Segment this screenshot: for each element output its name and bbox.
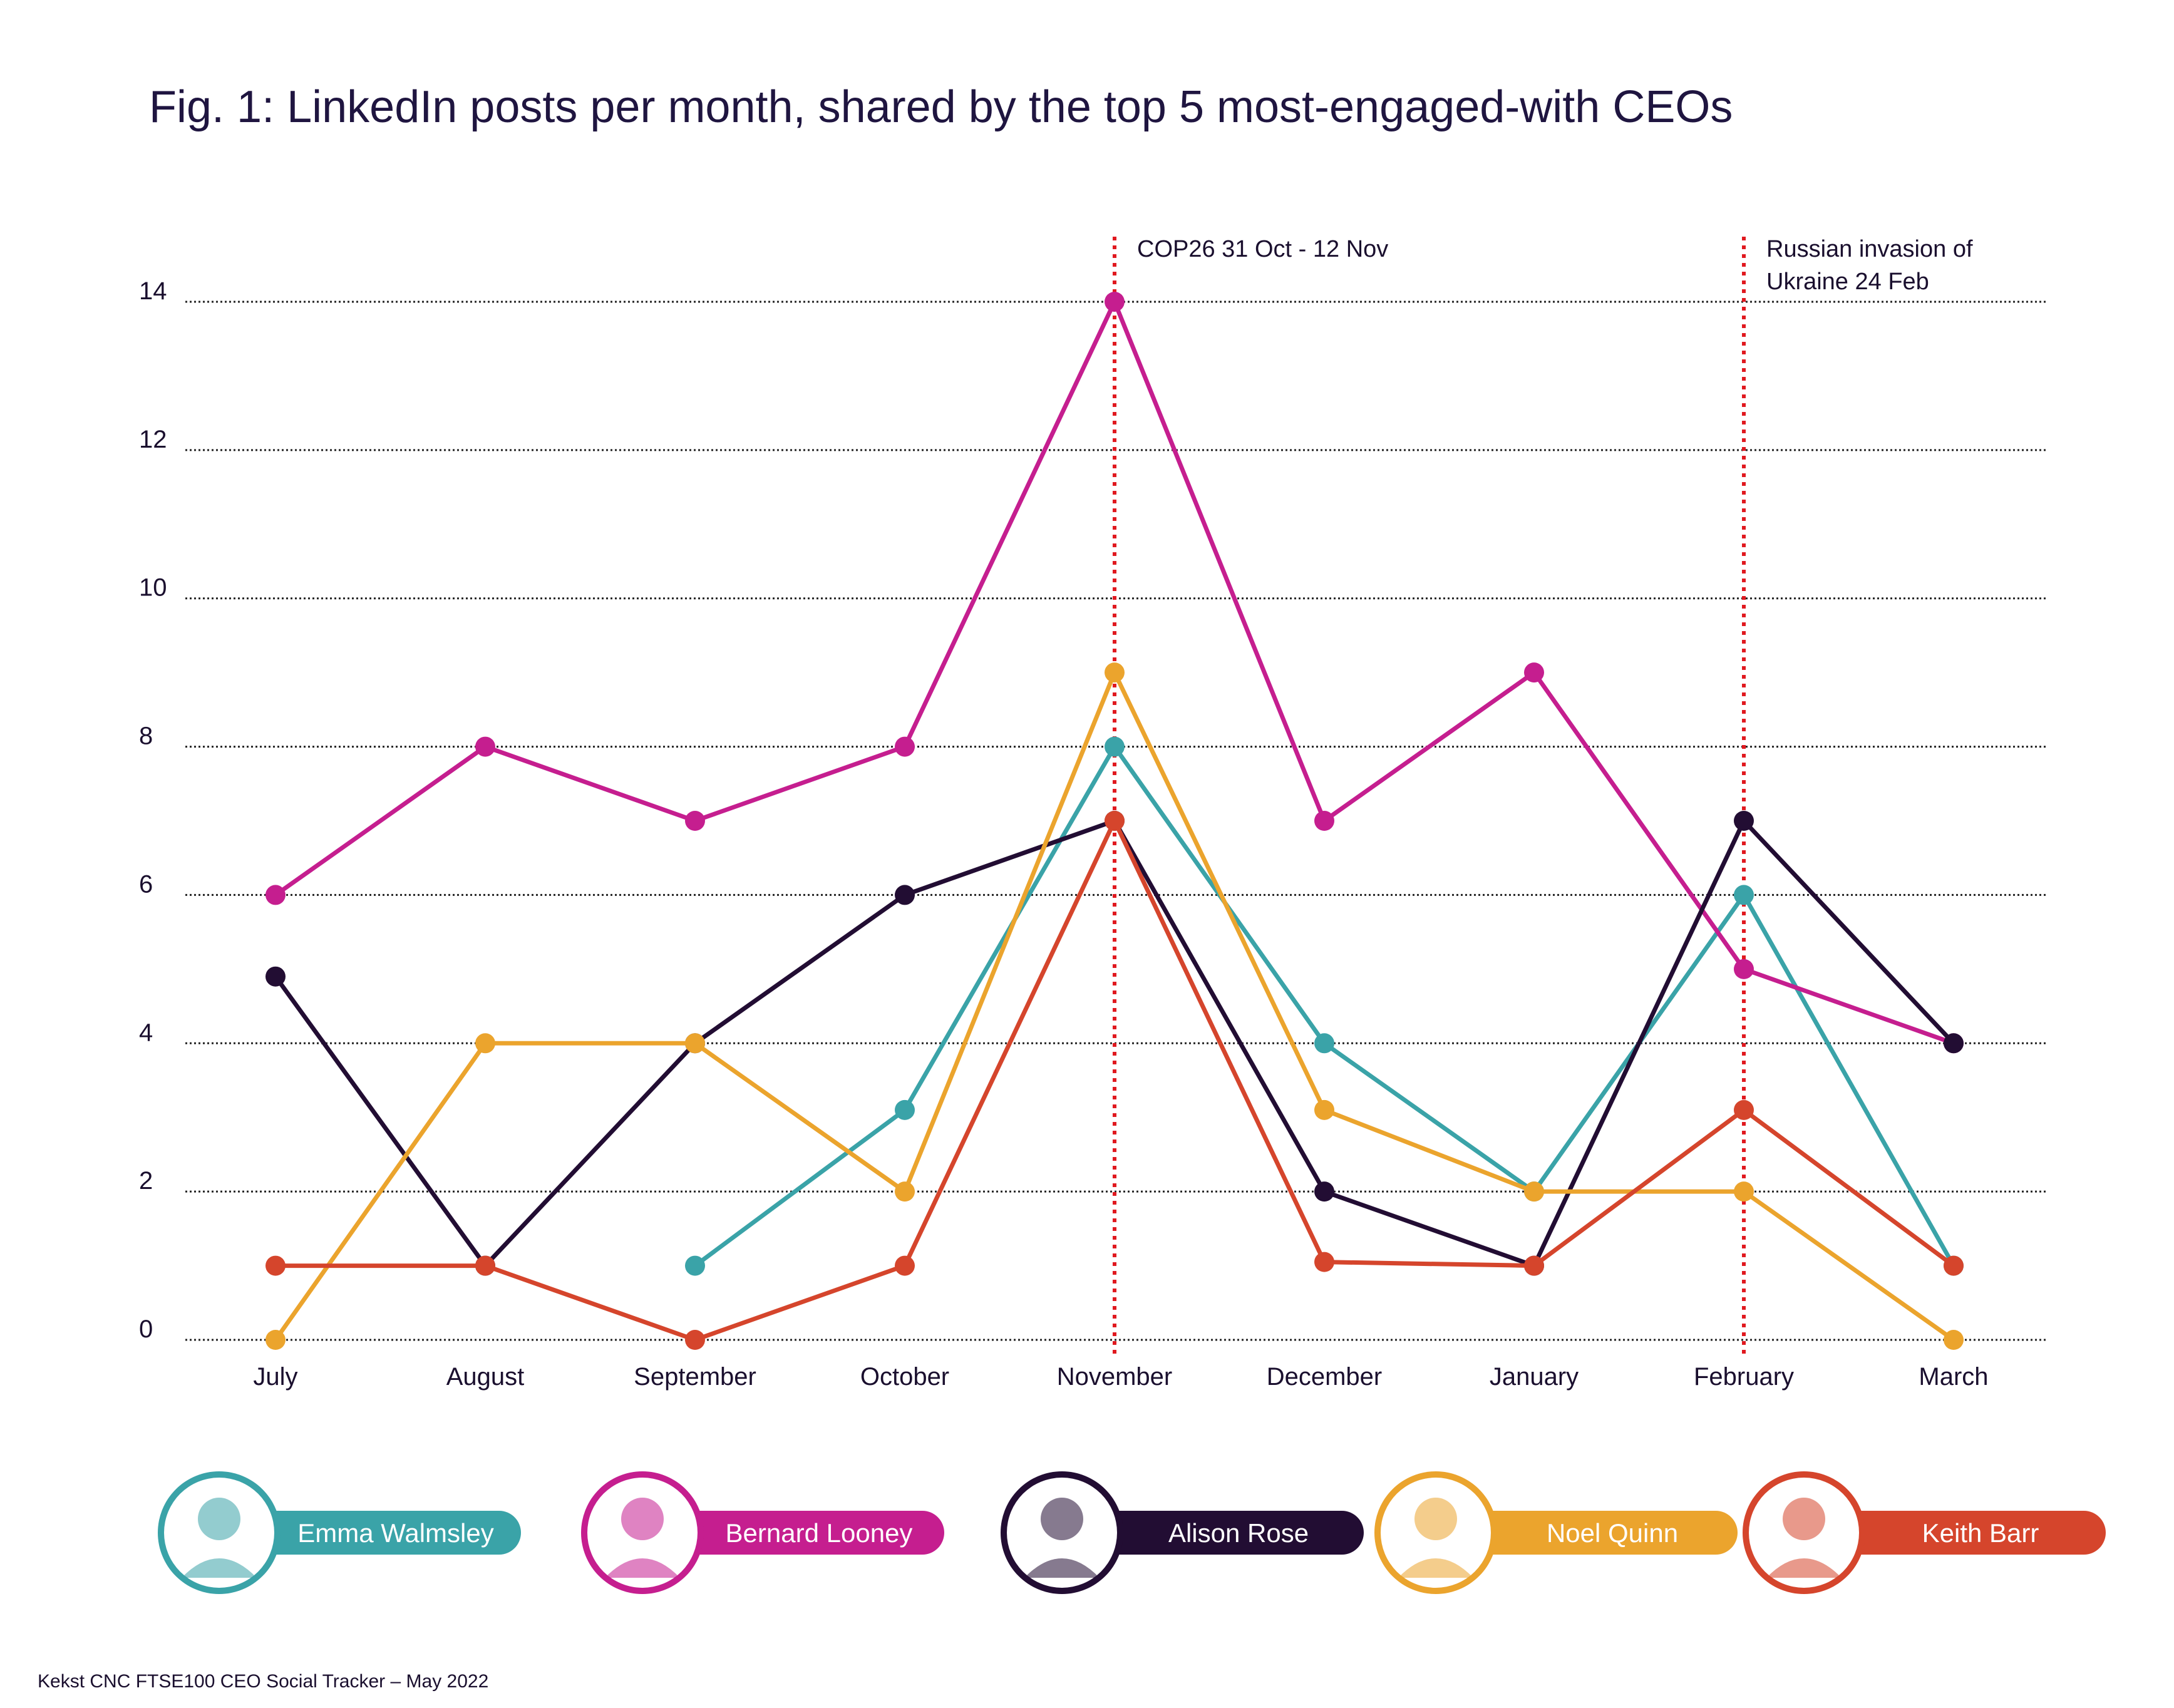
legend-item-emma-walmsley: Emma Walmsley xyxy=(158,1471,521,1594)
data-point-bernard-looney-july xyxy=(265,885,286,905)
y-tick-label: 6 xyxy=(139,870,153,898)
y-tick-label: 12 xyxy=(139,426,167,453)
data-point-bernard-looney-august xyxy=(475,736,495,757)
legend-label: Noel Quinn xyxy=(1547,1518,1678,1548)
x-tick-label-january: January xyxy=(1490,1363,1579,1391)
data-point-keith-barr-january xyxy=(1524,1255,1544,1276)
y-tick-label: 14 xyxy=(139,277,167,305)
data-point-noel-quinn-october xyxy=(895,1181,915,1202)
data-point-keith-barr-july xyxy=(265,1255,286,1276)
data-point-keith-barr-september xyxy=(685,1330,705,1350)
data-point-alison-rose-february xyxy=(1734,811,1754,831)
data-point-bernard-looney-october xyxy=(895,736,915,757)
legend-label: Keith Barr xyxy=(1922,1518,2039,1548)
legend-pill xyxy=(1824,1511,2106,1555)
data-point-keith-barr-october xyxy=(895,1255,915,1276)
data-series xyxy=(265,292,1964,1350)
legend-label: Alison Rose xyxy=(1168,1518,1309,1548)
annotation-text: COP26 31 Oct - 12 Nov xyxy=(1137,236,1388,262)
data-point-alison-rose-october xyxy=(895,885,915,905)
person-icon xyxy=(1041,1498,1083,1540)
data-point-alison-rose-march xyxy=(1944,1033,1964,1054)
person-icon xyxy=(1783,1498,1825,1540)
data-point-keith-barr-august xyxy=(475,1255,495,1276)
legend-label: Emma Walmsley xyxy=(297,1518,493,1548)
legend-label: Bernard Looney xyxy=(726,1518,913,1548)
legend-item-keith-barr: Keith Barr xyxy=(1743,1471,2106,1594)
source-note: Kekst CNC FTSE100 CEO Social Tracker – M… xyxy=(38,1671,488,1692)
x-axis-labels: July August September October November Decemb… xyxy=(253,1363,1988,1391)
data-point-bernard-looney-september xyxy=(685,811,705,831)
legend-item-noel-quinn: Noel Quinn xyxy=(1374,1471,1738,1594)
data-point-emma-walmsley-november xyxy=(1105,736,1125,757)
legend-pill xyxy=(239,1511,521,1555)
person-shoulders-icon xyxy=(182,1558,257,1578)
data-point-keith-barr-december xyxy=(1314,1252,1334,1272)
legend-item-bernard-looney: Bernard Looney xyxy=(581,1471,944,1594)
person-shoulders-icon xyxy=(1766,1558,1842,1578)
series-bernard-looney xyxy=(265,292,1964,1054)
person-icon xyxy=(198,1498,240,1540)
y-tick-label: 2 xyxy=(139,1167,153,1195)
y-tick-label: 8 xyxy=(139,723,153,750)
x-tick-label-september: September xyxy=(634,1363,756,1391)
data-point-noel-quinn-december xyxy=(1314,1099,1334,1120)
series-keith-barr xyxy=(265,811,1964,1350)
data-point-alison-rose-july xyxy=(265,966,286,987)
person-icon xyxy=(621,1498,664,1540)
series-noel-quinn xyxy=(265,662,1964,1350)
data-point-bernard-looney-february xyxy=(1734,959,1754,979)
legend-item-alison-rose: Alison Rose xyxy=(1001,1471,1364,1594)
legend-pill xyxy=(662,1511,944,1555)
x-tick-label-february: February xyxy=(1694,1363,1794,1391)
x-tick-label-december: December xyxy=(1267,1363,1383,1391)
data-point-emma-walmsley-february xyxy=(1734,885,1754,905)
data-point-keith-barr-march xyxy=(1944,1255,1964,1276)
y-tick-label: 4 xyxy=(139,1019,153,1046)
legend: Emma Walmsley Bernard Looney Alison Rose No… xyxy=(158,1471,2106,1594)
person-shoulders-icon xyxy=(1398,1558,1473,1578)
data-point-bernard-looney-november xyxy=(1105,292,1125,312)
event-annotations: COP26 31 Oct - 12 Nov Russian invasion of… xyxy=(1113,236,1973,1359)
chart-title: Fig. 1: LinkedIn posts per month, shared… xyxy=(149,82,1733,132)
y-tick-label: 0 xyxy=(139,1315,153,1343)
legend-pill xyxy=(1082,1511,1364,1555)
data-point-emma-walmsley-october xyxy=(895,1099,915,1120)
x-tick-label-october: October xyxy=(860,1363,949,1391)
x-tick-label-july: July xyxy=(253,1363,297,1391)
annotation-text: Russian invasion of xyxy=(1766,236,1973,262)
data-point-alison-rose-december xyxy=(1314,1181,1334,1202)
data-point-noel-quinn-january xyxy=(1524,1181,1544,1202)
data-point-noel-quinn-november xyxy=(1105,662,1125,683)
x-tick-label-november: November xyxy=(1057,1363,1173,1391)
x-tick-label-august: August xyxy=(446,1363,525,1391)
data-point-bernard-looney-january xyxy=(1524,662,1544,683)
legend-pill xyxy=(1456,1511,1738,1555)
data-point-keith-barr-november xyxy=(1105,811,1125,831)
data-point-noel-quinn-july xyxy=(265,1330,286,1350)
data-point-noel-quinn-february xyxy=(1734,1181,1754,1202)
person-icon xyxy=(1414,1498,1457,1540)
x-tick-label-march: March xyxy=(1919,1363,1988,1391)
annotation-text: Ukraine 24 Feb xyxy=(1766,269,1929,295)
data-point-emma-walmsley-september xyxy=(685,1255,705,1276)
person-shoulders-icon xyxy=(605,1558,680,1578)
data-point-noel-quinn-march xyxy=(1944,1330,1964,1350)
person-shoulders-icon xyxy=(1024,1558,1100,1578)
data-point-bernard-looney-december xyxy=(1314,811,1334,831)
data-point-emma-walmsley-december xyxy=(1314,1033,1334,1054)
data-point-noel-quinn-august xyxy=(475,1033,495,1054)
y-tick-label: 10 xyxy=(139,574,167,602)
data-point-keith-barr-february xyxy=(1734,1099,1754,1120)
data-point-noel-quinn-september xyxy=(685,1033,705,1054)
